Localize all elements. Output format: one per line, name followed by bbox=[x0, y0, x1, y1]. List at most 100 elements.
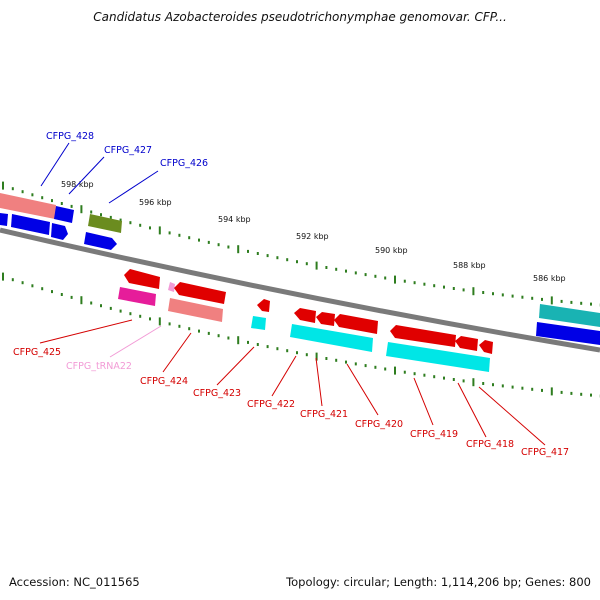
gene-label[interactable]: CFPG_417 bbox=[521, 447, 569, 458]
minor-tick bbox=[296, 351, 298, 355]
gene-label[interactable]: CFPG_424 bbox=[140, 376, 188, 387]
minor-tick bbox=[119, 218, 122, 222]
gene-label[interactable]: CFPG_425 bbox=[13, 347, 61, 358]
gene-label[interactable]: CFPG_427 bbox=[104, 145, 152, 156]
minor-tick bbox=[580, 392, 583, 396]
minor-tick bbox=[90, 210, 93, 214]
minor-tick bbox=[266, 345, 269, 349]
minor-tick bbox=[286, 349, 289, 353]
gene-cfpg-424-salmon[interactable] bbox=[168, 298, 223, 322]
minor-tick bbox=[482, 382, 485, 385]
minor-tick bbox=[256, 343, 259, 346]
gene-label[interactable]: CFPG_423 bbox=[193, 388, 241, 399]
leader-lines bbox=[39, 142, 546, 446]
minor-tick bbox=[462, 288, 465, 292]
minor-tick bbox=[198, 238, 200, 242]
major-tick bbox=[2, 272, 4, 281]
minor-tick bbox=[531, 387, 534, 391]
gene-label[interactable]: CFPG_419 bbox=[410, 429, 458, 440]
major-tick bbox=[472, 287, 475, 296]
tick-marks bbox=[2, 181, 600, 398]
gene-cfpg-419-cyan[interactable] bbox=[386, 342, 490, 372]
minor-tick bbox=[413, 372, 416, 376]
minor-tick bbox=[227, 245, 230, 249]
gene-right-blue[interactable] bbox=[536, 322, 600, 345]
gene-cfpg-419-red[interactable] bbox=[390, 325, 456, 347]
minor-tick bbox=[501, 293, 504, 297]
minor-tick bbox=[247, 340, 249, 344]
gene-cfpg-417-red[interactable] bbox=[479, 340, 493, 354]
minor-tick bbox=[403, 279, 406, 283]
gene-label[interactable]: CFPG_418 bbox=[466, 439, 514, 450]
gene-cfpg-423-cyan[interactable] bbox=[251, 316, 266, 330]
minor-tick bbox=[188, 236, 191, 240]
minor-tick bbox=[452, 378, 455, 381]
gene-cfpg-420-red[interactable] bbox=[334, 314, 378, 334]
minor-tick bbox=[354, 362, 357, 366]
gene-label[interactable]: CFPG_426 bbox=[160, 158, 208, 169]
gene-cfpg-426-olive[interactable] bbox=[88, 214, 122, 233]
minor-tick bbox=[305, 262, 308, 266]
minor-tick bbox=[31, 193, 34, 197]
gene-cfpg-428-blue[interactable] bbox=[54, 206, 74, 223]
minor-tick bbox=[207, 331, 210, 335]
minor-tick bbox=[492, 383, 494, 387]
gene-cfpg-424-red[interactable] bbox=[174, 282, 226, 304]
minor-tick bbox=[433, 375, 436, 379]
minor-tick bbox=[188, 327, 191, 331]
gene-right-teal[interactable] bbox=[539, 304, 600, 327]
minor-tick bbox=[100, 304, 102, 308]
minor-tick bbox=[60, 293, 63, 296]
minor-tick bbox=[560, 299, 563, 303]
scale-label: 588 kbp bbox=[453, 261, 486, 270]
gene-cfpg-423-red[interactable] bbox=[257, 299, 270, 312]
minor-tick bbox=[423, 373, 426, 377]
gene-cfpg-418-red[interactable] bbox=[455, 336, 478, 351]
gene-label[interactable]: CFPG_428 bbox=[46, 131, 94, 142]
minor-tick bbox=[168, 231, 171, 235]
minor-tick bbox=[482, 291, 485, 294]
major-tick bbox=[80, 205, 83, 214]
minor-tick bbox=[11, 278, 14, 282]
minor-tick bbox=[119, 309, 122, 313]
minor-tick bbox=[374, 365, 377, 369]
gene-cfpg-426-blue[interactable] bbox=[84, 232, 117, 250]
minor-tick bbox=[403, 370, 406, 374]
minor-tick bbox=[521, 295, 524, 299]
gene-label[interactable]: CFPG_420 bbox=[355, 419, 403, 430]
scale-label: 592 kbp bbox=[296, 232, 329, 241]
gene-features bbox=[0, 193, 600, 372]
gene-cfpg-425-magenta[interactable] bbox=[118, 287, 156, 306]
minor-tick bbox=[452, 287, 455, 290]
gene-label[interactable]: CFPG_tRNA22 bbox=[66, 361, 132, 372]
minor-tick bbox=[462, 379, 465, 383]
gene-cfpg-425-red[interactable] bbox=[124, 269, 160, 289]
minor-tick bbox=[178, 233, 181, 237]
minor-tick bbox=[178, 324, 181, 328]
minor-tick bbox=[325, 357, 328, 360]
minor-tick bbox=[423, 282, 426, 286]
minor-tick bbox=[286, 258, 289, 262]
minor-tick bbox=[413, 281, 416, 285]
gene-cfpg-427[interactable] bbox=[0, 213, 8, 226]
gene-cfpg-421-red[interactable] bbox=[316, 312, 335, 326]
minor-tick bbox=[217, 334, 220, 338]
minor-tick bbox=[335, 358, 338, 362]
gene-cfpg-422-red[interactable] bbox=[294, 308, 316, 323]
major-tick bbox=[394, 366, 396, 375]
minor-tick bbox=[590, 393, 592, 397]
minor-tick bbox=[580, 301, 583, 305]
minor-tick bbox=[60, 202, 63, 205]
gene-cfpg-427c[interactable] bbox=[51, 223, 68, 240]
scale-label: 586 kbp bbox=[533, 274, 566, 283]
gene-cfpg-427b[interactable] bbox=[11, 214, 50, 235]
major-tick bbox=[2, 181, 4, 190]
gene-label[interactable]: CFPG_421 bbox=[300, 409, 348, 420]
gene-cfpg-428-salmon[interactable] bbox=[0, 193, 56, 219]
minor-tick bbox=[100, 213, 102, 217]
gene-cfpg-422-cyan[interactable] bbox=[290, 324, 373, 352]
major-tick bbox=[237, 336, 240, 345]
gene-trna[interactable] bbox=[168, 282, 175, 292]
gene-label[interactable]: CFPG_422 bbox=[247, 399, 295, 410]
major-tick bbox=[550, 387, 553, 396]
